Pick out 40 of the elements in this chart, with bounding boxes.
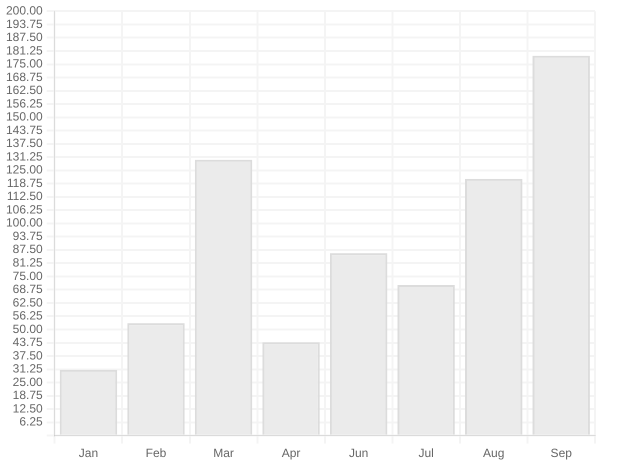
y-tick-label: 56.25 — [12, 308, 44, 323]
x-tick-label: Feb — [146, 446, 167, 460]
y-tick-label: 118.75 — [6, 176, 44, 190]
y-tick-label: 37.50 — [12, 348, 44, 362]
y-tick-label: 31.25 — [12, 362, 44, 376]
y-tick-label: 6.25 — [19, 414, 44, 429]
y-tick-label: 106.25 — [6, 202, 44, 216]
y-tick-label: 18.75 — [12, 388, 44, 402]
y-tick-label: 181.25 — [6, 43, 44, 58]
x-tick-label: Jan — [78, 446, 98, 460]
y-tick-label: 62.50 — [12, 295, 44, 310]
y-tick-label: 87.50 — [12, 242, 44, 256]
x-tick-label: Jul — [418, 446, 434, 460]
y-tick-label: 43.75 — [12, 335, 44, 350]
y-tick-label: 75.00 — [12, 268, 44, 283]
y-tick-label: 162.50 — [6, 83, 44, 98]
x-tick-label: Mar — [213, 446, 234, 460]
y-tick-label: 81.25 — [12, 256, 44, 270]
x-tick-label: Sep — [550, 446, 572, 460]
y-tick-label: 200.00 — [6, 4, 44, 18]
y-tick-label: 168.75 — [6, 70, 44, 84]
y-tick-label: 187.50 — [6, 30, 44, 44]
y-tick-label: 137.50 — [6, 136, 44, 150]
y-tick-label: 25.00 — [12, 374, 44, 389]
y-tick-label: 125.00 — [6, 162, 44, 177]
y-tick-label: 12.50 — [12, 401, 44, 416]
y-tick-label: 156.25 — [6, 96, 44, 110]
y-tick-label: 112.50 — [6, 189, 44, 204]
y-tick-label: 100.00 — [6, 216, 44, 230]
y-tick-label: 175.00 — [6, 56, 44, 71]
y-tick-label: 131.25 — [6, 149, 44, 164]
y-tick-label: 50.00 — [12, 322, 44, 336]
y-tick-label: 150.00 — [6, 110, 44, 124]
x-tick-label: Apr — [282, 446, 300, 460]
y-tick-label: 68.75 — [12, 282, 44, 296]
y-tick-label: 93.75 — [12, 228, 44, 243]
x-tick-label: Jun — [348, 446, 368, 460]
x-tick-label: Aug — [483, 446, 504, 460]
y-tick-label: 193.75 — [6, 16, 44, 31]
y-tick-label: 143.75 — [6, 122, 44, 137]
